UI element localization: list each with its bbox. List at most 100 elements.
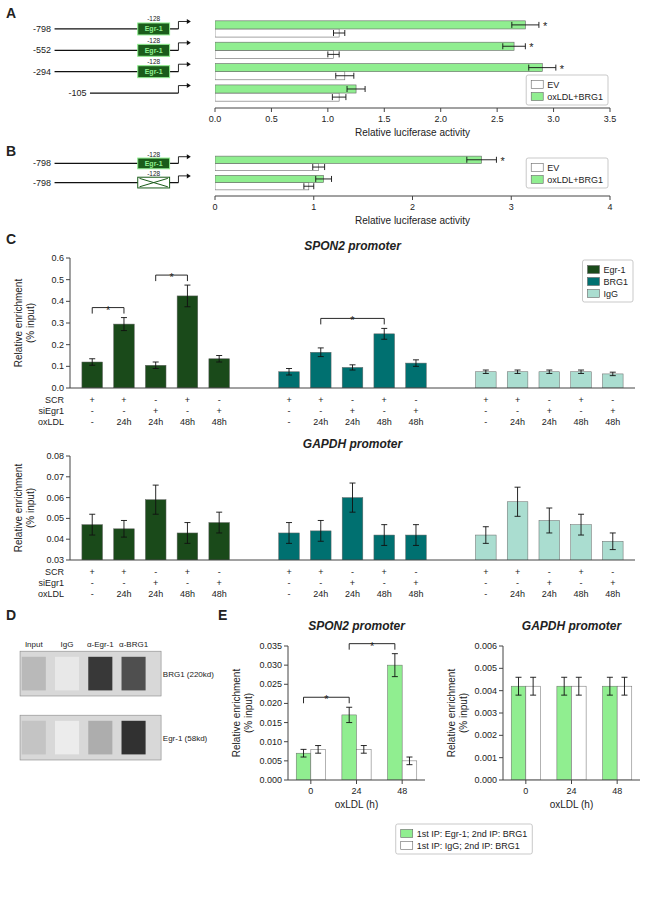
condition-label: - [218, 395, 221, 405]
x-axis-line [70, 388, 635, 389]
blot-band [122, 721, 146, 755]
bar [603, 686, 618, 780]
condition-row-label: siEgr1 [38, 406, 64, 416]
error-bar [576, 677, 582, 695]
x-tick-label: 0.0 [209, 114, 222, 124]
significance-label: * [169, 271, 174, 283]
y-tick [66, 476, 70, 477]
x-tick [384, 108, 385, 112]
error-bar [304, 183, 314, 189]
x-tick-label: 48 [397, 786, 407, 796]
y-tick [66, 497, 70, 498]
condition-label: 48h [605, 417, 620, 427]
error-bar [578, 370, 584, 373]
site-position: -128 [147, 58, 160, 65]
legend-swatch [531, 81, 543, 89]
x-tick-label: 0 [523, 786, 528, 796]
y-tick [66, 518, 70, 519]
bar [215, 183, 309, 190]
condition-label: - [516, 578, 519, 588]
legend-swatch [587, 290, 599, 298]
error-bar [381, 525, 387, 546]
x-tick-label: 2 [410, 202, 415, 212]
condition-label: + [121, 567, 126, 577]
condition-label: - [288, 578, 291, 588]
construct-label: -294 [33, 67, 51, 77]
condition-label: 24h [116, 589, 131, 599]
condition-label: - [484, 417, 487, 427]
y-tick [66, 539, 70, 540]
blot-band [88, 721, 112, 755]
site-name: Egr-1 [145, 68, 163, 76]
legend-box [526, 158, 608, 188]
error-bar [121, 318, 127, 331]
y-tick [284, 646, 288, 647]
legend-label: BRG1 [603, 277, 628, 287]
error-bar [332, 94, 346, 100]
condition-row-label: oxLDL [38, 589, 64, 599]
error-bar [530, 677, 536, 695]
y-tick-label: 0.000 [474, 775, 497, 785]
significance-label: * [500, 155, 505, 167]
y-tick-label: 0.5 [51, 275, 64, 285]
y-tick [66, 560, 70, 561]
y-tick [499, 646, 503, 647]
y-tick-label: 0.001 [474, 753, 497, 763]
condition-label: 24h [345, 589, 360, 599]
condition-label: + [483, 567, 488, 577]
lane-label: IgG [61, 640, 74, 649]
bar [388, 665, 403, 780]
error-bar [153, 362, 159, 369]
x-tick-label: 1 [311, 202, 316, 212]
condition-label: 24h [542, 589, 557, 599]
x-tick-label: 3.5 [604, 114, 617, 124]
y-tick-label: 0.07 [46, 472, 64, 482]
error-bar [350, 365, 356, 370]
y-tick-label: 0.000 [259, 775, 282, 785]
bar [374, 334, 395, 388]
condition-label: 24h [148, 417, 163, 427]
error-bar [216, 356, 222, 363]
blot-membrane [20, 715, 161, 760]
bar [572, 686, 587, 780]
x-tick-label: 24 [351, 786, 361, 796]
condition-label: + [578, 395, 583, 405]
condition-label: 24h [542, 417, 557, 427]
error-bar [286, 523, 292, 544]
condition-label: 48h [377, 589, 392, 599]
x-tick-label: 1.0 [322, 114, 335, 124]
x-tick [310, 780, 311, 784]
bar [215, 50, 334, 58]
panel: B*01234Relative luciferase activityEVoxL… [6, 143, 613, 226]
x-tick-label: 2.0 [434, 114, 447, 124]
error-bar [350, 483, 356, 512]
plot-area [511, 677, 632, 780]
x-axis-line [215, 108, 610, 109]
x-tick [610, 196, 611, 200]
condition-label: - [186, 578, 189, 588]
condition-label: 48h [377, 417, 392, 427]
condition-label: - [154, 395, 157, 405]
x-tick [525, 780, 526, 784]
condition-label: - [611, 395, 614, 405]
y-tick-label: 0.010 [259, 737, 282, 747]
error-bar [184, 523, 190, 544]
y-tick [66, 388, 70, 389]
legend-swatch [531, 93, 543, 101]
error-bar [301, 749, 307, 757]
panel: A***0.00.51.01.52.02.53.03.5Relative luc… [6, 5, 616, 138]
bar [357, 749, 372, 780]
error-bar [578, 514, 584, 535]
y-axis-label-line: (% input) [458, 693, 469, 733]
condition-label: + [413, 578, 418, 588]
bar [406, 363, 427, 388]
x-tick-label: 2.5 [491, 114, 504, 124]
condition-label: - [383, 406, 386, 416]
error-bar [318, 520, 324, 541]
condition-label: 24h [510, 417, 525, 427]
error-bar [121, 520, 127, 537]
error-bar [184, 285, 190, 307]
y-tick-label: 0.08 [46, 451, 64, 461]
bar [539, 372, 560, 388]
y-axis-label-line: Relative enrichment [13, 279, 24, 368]
